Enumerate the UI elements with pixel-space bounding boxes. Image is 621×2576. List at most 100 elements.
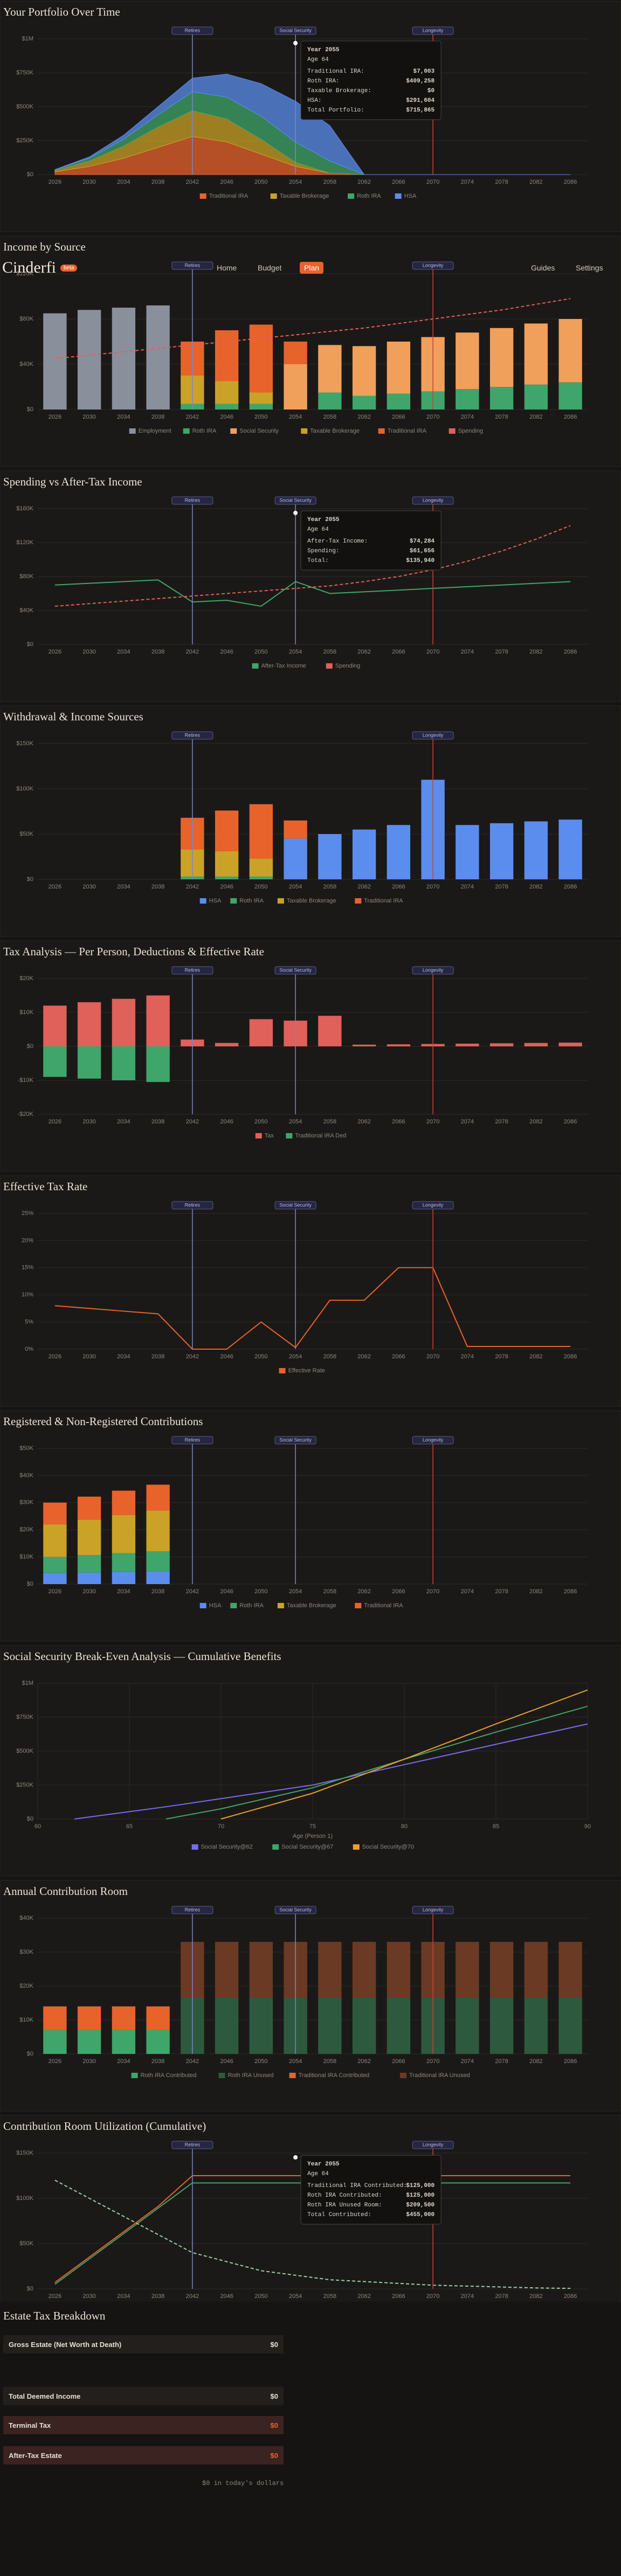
annotation-label: Longevity	[423, 27, 444, 33]
bar	[352, 1942, 376, 1998]
bar	[249, 876, 273, 879]
bar	[456, 825, 479, 879]
x-tick-label: 2070	[426, 2293, 439, 2300]
x-tick-label: 2066	[392, 2293, 405, 2300]
x-tick-label: 2066	[392, 2058, 405, 2065]
x-tick-label: 2074	[461, 649, 474, 655]
x-tick-label: 2086	[564, 884, 577, 890]
tooltip-value: $0	[427, 88, 434, 94]
x-tick-label: 2046	[220, 1119, 233, 1125]
badge: beta	[60, 264, 78, 272]
annotation-tag	[171, 731, 213, 740]
y-tick-label: $160K	[16, 505, 33, 512]
x-tick-label: 2054	[289, 2293, 302, 2300]
annotation-label: Longevity	[423, 2142, 444, 2147]
annotation-label: Longevity	[423, 1437, 444, 1442]
nav-item[interactable]: Plan	[300, 262, 324, 274]
y-tick-label: $100K	[16, 786, 33, 792]
x-tick-label: 2070	[426, 1119, 439, 1125]
estate-row: Total Deemed Income $0	[3, 2387, 284, 2405]
legend-swatch	[326, 663, 333, 669]
y-tick-label: $750K	[16, 70, 33, 76]
annotation-label: Longevity	[423, 967, 444, 973]
annotation-tag	[412, 496, 454, 505]
x-tick-label: 2082	[529, 414, 542, 420]
x-tick-label: 2086	[564, 414, 577, 420]
legend-label: Taxable Brokerage	[287, 1602, 336, 1609]
x-tick-label: 2086	[564, 1588, 577, 1595]
y-tick-label: $40K	[19, 1915, 33, 1921]
legend-label: HSA	[209, 898, 222, 904]
x-tick-label: 2050	[254, 2293, 267, 2300]
legend-label: Employment	[139, 428, 171, 434]
bar	[146, 1571, 170, 1584]
tooltip-value: $455,000	[406, 2212, 434, 2218]
bar	[146, 2030, 170, 2054]
y-tick-label: 0%	[25, 1346, 33, 1352]
annotation-tag	[412, 2141, 454, 2149]
tooltip-title: Year 2055	[307, 47, 340, 53]
nav-item[interactable]: Home	[217, 263, 237, 272]
bar	[146, 995, 170, 1046]
logo[interactable]: Cinderfi	[2, 259, 56, 276]
bar	[456, 1942, 479, 1998]
legend-label: Traditional IRA	[364, 1602, 403, 1609]
bar	[146, 1046, 170, 1082]
x-tick-label: 2062	[357, 1588, 370, 1595]
section-panel	[0, 470, 621, 702]
legend-label: Traditional IRA	[388, 428, 427, 434]
y-tick-label: $20K	[19, 975, 33, 982]
bar	[352, 829, 376, 879]
bar	[489, 1998, 514, 2054]
annotation-tag	[412, 966, 454, 975]
bar	[77, 1519, 101, 1556]
y-tick-label: 5%	[25, 1319, 33, 1325]
legend-label: HSA	[209, 1602, 222, 1609]
legend-label: HSA	[404, 193, 417, 199]
annotation-label: Longevity	[423, 1202, 444, 1207]
x-tick-label: 2038	[151, 179, 164, 185]
annotation-tag	[412, 1201, 454, 1210]
row-value: $0	[270, 2392, 278, 2400]
bar	[249, 858, 273, 877]
legend-swatch	[279, 1368, 286, 1373]
chart-title: Tax Analysis — Per Person, Deductions & …	[3, 945, 264, 958]
bar	[43, 313, 67, 409]
x-tick-label: 2046	[220, 2058, 233, 2065]
nav-item[interactable]: Settings	[576, 263, 603, 272]
x-tick-label: 2062	[357, 1119, 370, 1125]
bar	[387, 342, 411, 394]
row-value: $0	[270, 2421, 278, 2429]
y-tick-label: $40K	[19, 361, 33, 367]
annotation-label: Longevity	[423, 497, 444, 503]
x-tick-label: 2054	[289, 179, 302, 185]
x-tick-label: 2054	[289, 414, 302, 420]
x-tick-label: 2034	[117, 1119, 130, 1125]
y-tick-label: -$20K	[18, 1111, 34, 1117]
annotation-tag	[171, 1906, 213, 1914]
legend-swatch	[400, 2073, 406, 2078]
bar	[249, 804, 273, 859]
annotation-tag	[274, 26, 316, 35]
legend-label: Social Security@67	[281, 1844, 333, 1850]
y-tick-label: $30K	[19, 1499, 33, 1506]
x-tick-label: 2030	[82, 1353, 95, 1360]
legend-swatch	[270, 193, 277, 199]
annotation-label: Social Security	[279, 27, 312, 33]
bar	[77, 1002, 101, 1046]
nav-item[interactable]: Guides	[531, 263, 555, 272]
x-tick-label: 2042	[186, 649, 199, 655]
y-tick-label: $40K	[19, 607, 33, 614]
legend-swatch	[286, 1133, 293, 1138]
tooltip-value: $74,284	[410, 538, 435, 545]
x-tick-label: 2026	[49, 1119, 61, 1125]
nav-item[interactable]: Budget	[258, 263, 282, 272]
annotation-label: Retires	[185, 732, 201, 738]
bar	[249, 1942, 273, 1998]
x-tick-label: 2034	[117, 414, 130, 420]
x-tick-label: 2062	[357, 884, 370, 890]
x-tick-label: 2026	[49, 179, 61, 185]
bar	[43, 1005, 67, 1046]
x-tick-label: 2054	[289, 884, 302, 890]
tooltip-label: Taxable Brokerage:	[307, 88, 371, 94]
